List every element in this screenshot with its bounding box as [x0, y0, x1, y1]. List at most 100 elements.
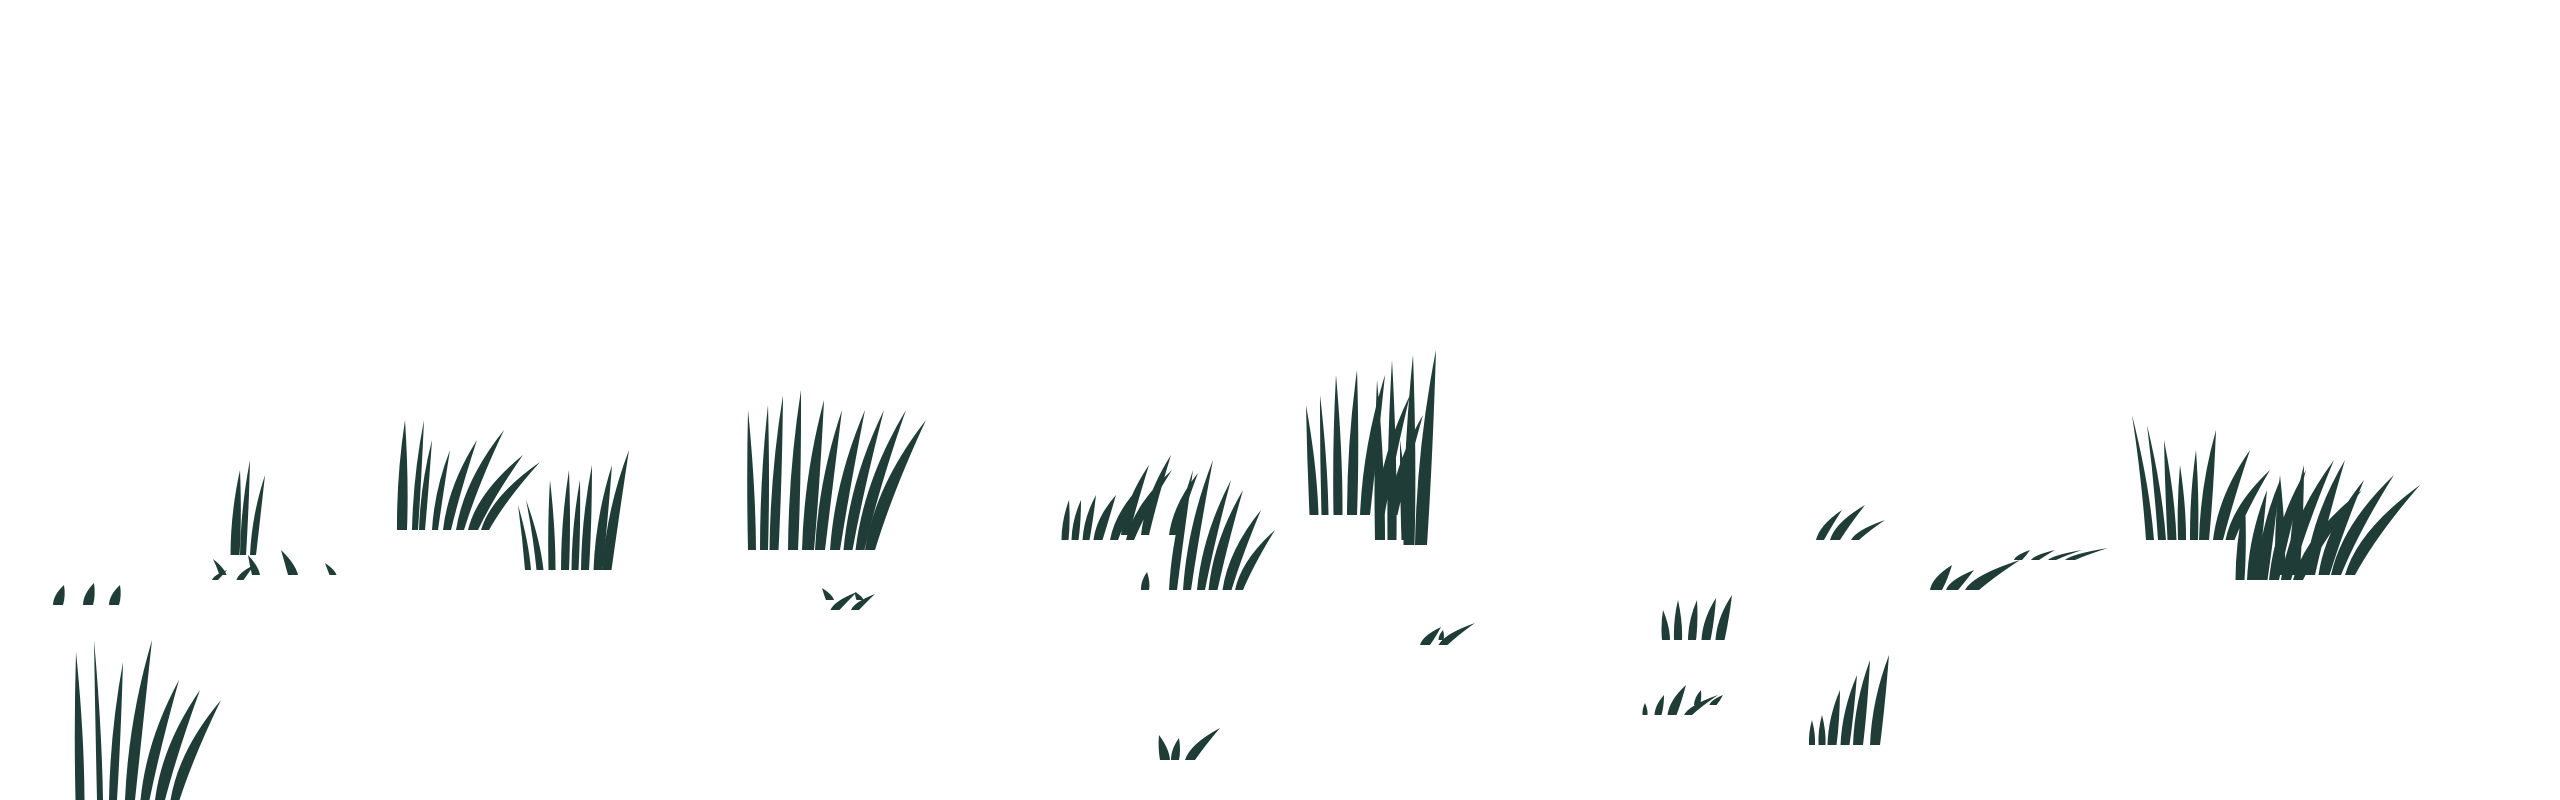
grass-blade	[1347, 370, 1359, 515]
grass-clump-2	[230, 460, 265, 555]
grass-blade	[2132, 415, 2154, 540]
grass-blade	[2199, 430, 2216, 540]
grass-blade	[1183, 460, 1213, 590]
grass-blade	[109, 585, 121, 605]
grass-blade	[2256, 480, 2280, 580]
grass-blade	[1169, 470, 1193, 590]
grass-blade	[94, 640, 103, 800]
grass-clump-18	[1158, 728, 1220, 760]
grass-blade	[1141, 455, 1171, 535]
grass-blade	[1840, 675, 1857, 745]
grass-blade	[1715, 595, 1732, 640]
grass-blade	[2274, 475, 2286, 575]
grass-blade	[212, 570, 227, 580]
grass-blade	[213, 559, 227, 575]
grass-blade	[109, 662, 123, 800]
grass-clump-6	[53, 583, 121, 605]
grass-blade	[83, 583, 95, 605]
grass-blade	[851, 594, 875, 610]
grass-blade	[125, 640, 152, 800]
grass-clump-23	[1930, 560, 2020, 590]
grass-blade	[1661, 610, 1670, 640]
grass-blade	[1694, 690, 1702, 705]
grass-blade	[1946, 570, 1974, 590]
grass-clump-4	[396, 420, 540, 530]
grass-blade	[155, 690, 200, 800]
grass-blade	[1830, 505, 1865, 540]
grass-blade	[593, 465, 612, 570]
grass-blade	[2031, 550, 2055, 560]
grass-blade	[548, 480, 556, 570]
grass-blade	[1403, 355, 1416, 545]
grass-blade	[1208, 490, 1243, 590]
grass-blade	[769, 395, 783, 550]
grass-blade	[2288, 465, 2304, 575]
grass-blade	[325, 563, 337, 575]
grass-blade	[140, 680, 179, 800]
grass-blade	[170, 700, 221, 800]
grass-blade	[2331, 475, 2394, 575]
grass-blade	[236, 565, 254, 580]
grass-blade	[432, 450, 450, 530]
grass-blade	[419, 440, 432, 530]
grass-blade	[1851, 520, 1885, 540]
grass-blade	[1140, 572, 1150, 590]
grass-blade	[1684, 695, 1718, 715]
grass-blade	[854, 592, 864, 600]
grass-blade	[250, 475, 265, 555]
grass-blade	[1197, 480, 1231, 590]
grass-blade	[1415, 350, 1436, 545]
grass-blade	[1306, 405, 1319, 515]
grass-blade	[1185, 728, 1220, 760]
grass-clump-24	[2014, 548, 2108, 560]
grass-blade	[1870, 655, 1889, 745]
grass-blade	[2014, 550, 2030, 560]
grass-blade	[74, 652, 85, 800]
grass-blade	[518, 505, 531, 570]
grass-clump-20	[1642, 685, 1718, 715]
grass-blade	[2235, 500, 2246, 580]
grass-blade	[1235, 530, 1275, 590]
grass-blade	[468, 455, 523, 530]
grass-clump-25	[2132, 415, 2270, 540]
grass-blade	[571, 480, 581, 570]
grass-clump-27	[2274, 460, 2420, 575]
grass-clump-30	[1438, 630, 1444, 640]
grass-clump-13	[1140, 572, 1150, 590]
grass-clump-9	[830, 592, 875, 610]
grass-blade	[815, 410, 842, 550]
grass-blade	[1420, 627, 1441, 645]
grass-blade	[802, 400, 824, 550]
grass-blade	[1688, 600, 1698, 640]
grass-clump-15	[1374, 360, 1409, 540]
grass-clump-1	[74, 640, 221, 800]
grass-blade	[1654, 695, 1664, 715]
grass-blade	[1319, 395, 1329, 515]
grass-clump-17	[1420, 623, 1475, 645]
grass-blade	[1827, 690, 1840, 745]
grass-clump-22	[1808, 655, 1889, 745]
grass-blade	[2177, 465, 2187, 540]
grass-blade	[1808, 720, 1816, 745]
grass-blade	[1374, 380, 1386, 540]
grass-clump-7	[212, 565, 254, 580]
grass-blade	[602, 450, 629, 570]
grass-blade	[2164, 440, 2177, 540]
grass-blade	[1387, 360, 1397, 540]
grass-blade	[2065, 548, 2108, 560]
grass-blade	[230, 470, 241, 555]
grass-blade	[1701, 598, 1716, 640]
grass-blade	[788, 390, 802, 550]
grass-blade	[1438, 630, 1444, 640]
grass-blade	[1709, 695, 1723, 705]
grass-blade	[1930, 565, 1952, 590]
grass-blade	[1222, 510, 1261, 590]
grass-blade	[1121, 465, 1149, 535]
grass-blade	[1061, 500, 1070, 540]
grass-blade	[2345, 485, 2420, 575]
grass-blade	[2305, 460, 2345, 575]
grass-clump-29	[1694, 690, 1723, 705]
grass-blade	[1673, 600, 1683, 640]
grass-blade	[481, 462, 540, 530]
